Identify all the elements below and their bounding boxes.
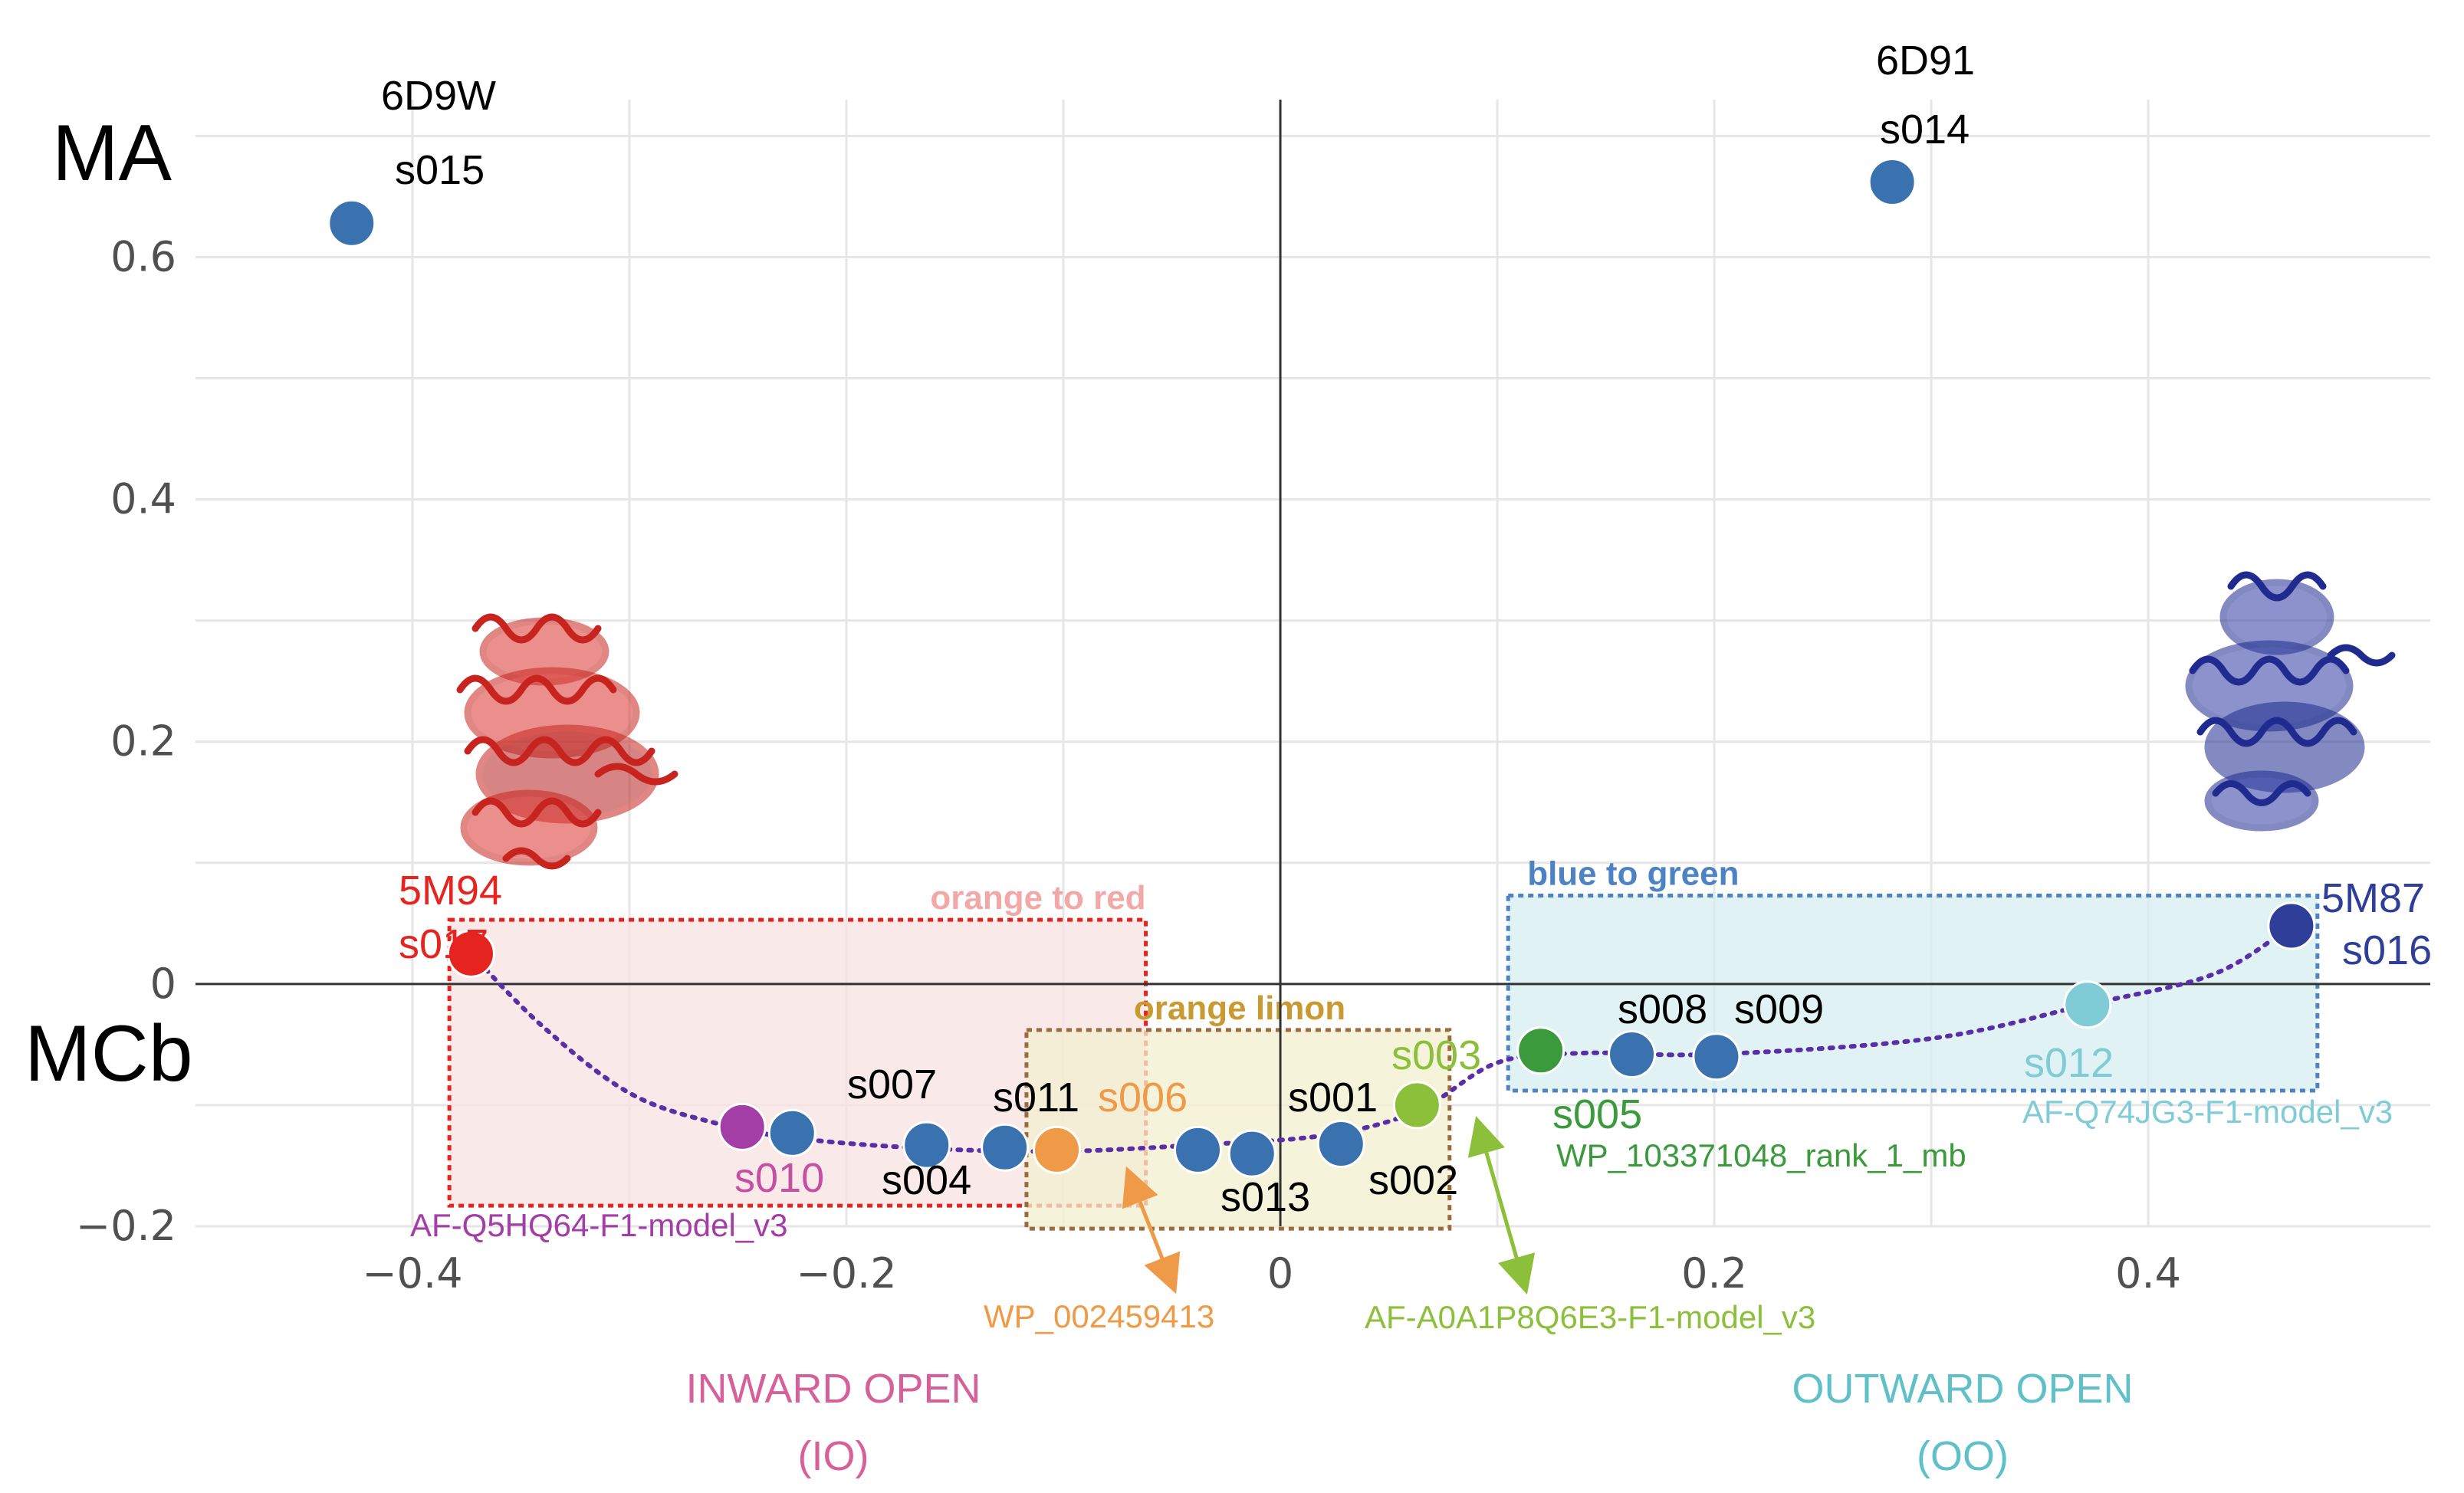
data-point-s006[interactable] <box>1033 1125 1082 1174</box>
phase-label-oo: (OO) <box>1917 1433 2009 1479</box>
annotation-wp-002459413: WP_002459413 <box>984 1298 1214 1334</box>
annotation-wp-103371048: WP_103371048_rank_1_mb <box>1556 1137 1966 1173</box>
point-label-s008: s008 <box>1618 986 1707 1032</box>
arrow-af-a0a1p8q6e3 <box>1467 1115 1536 1295</box>
y-tick-label: 0.4 <box>110 475 176 523</box>
y-tick-label: −0.2 <box>76 1202 176 1250</box>
data-point-s004[interactable] <box>902 1121 951 1170</box>
point-label-s002: s002 <box>1368 1157 1458 1203</box>
data-point-s005[interactable] <box>1516 1026 1565 1075</box>
x-tick-label: 0.4 <box>2115 1249 2181 1298</box>
region-label-1: orange limon <box>1134 989 1345 1027</box>
annotations: 6D9W 6D91 5M94 5M87 AF-Q5HQ64-F1-model_v… <box>381 38 2425 1335</box>
point-label-s005: s005 <box>1552 1091 1642 1137</box>
data-point-s013[interactable] <box>1174 1125 1223 1174</box>
data-point-s002[interactable] <box>1316 1120 1365 1169</box>
point-label-s014: s014 <box>1880 107 1970 153</box>
data-point-s017[interactable] <box>446 929 495 978</box>
phase-label-outward-open: OUTWARD OPEN <box>1792 1366 2134 1412</box>
data-points <box>327 157 2316 1178</box>
y-tick-label: 0.2 <box>110 717 176 766</box>
x-tick-label: 0 <box>1267 1249 1293 1298</box>
point-label-s001: s001 <box>1288 1075 1378 1121</box>
annotation-6d91: 6D91 <box>1876 38 1975 84</box>
data-point-s014[interactable] <box>1868 157 1917 206</box>
data-point-s003[interactable] <box>1392 1081 1441 1130</box>
region-box-1 <box>1024 1028 1452 1231</box>
phase-label-inward-open: INWARD OPEN <box>685 1366 981 1412</box>
point-label-s009: s009 <box>1734 986 1824 1032</box>
data-point-s008[interactable] <box>1608 1030 1657 1079</box>
annotation-af-a0a1p8q6e3: AF-A0A1P8Q6E3-F1-model_v3 <box>1365 1299 1815 1335</box>
data-point-s009[interactable] <box>1692 1032 1741 1081</box>
point-label-s006: s006 <box>1098 1075 1188 1121</box>
point-label-s004: s004 <box>882 1157 971 1203</box>
point-label-s016: s016 <box>2342 927 2432 973</box>
annotation-af-q74jg3: AF-Q74JG3-F1-model_v3 <box>2022 1094 2393 1130</box>
annotation-af-q5hq64: AF-Q5HQ64-F1-model_v3 <box>410 1207 788 1243</box>
x-tick-label: 0.2 <box>1681 1249 1747 1298</box>
annotation-5m87: 5M87 <box>2321 875 2425 921</box>
region-label-0: orange to red <box>930 879 1145 917</box>
x-axis-title-mcb: MCb <box>25 1009 193 1098</box>
point-label-s012: s012 <box>2024 1040 2114 1086</box>
x-tick-label: −0.2 <box>796 1249 896 1298</box>
data-point-s007[interactable] <box>767 1108 816 1157</box>
data-point-s016[interactable] <box>2267 901 2316 950</box>
data-point-s012[interactable] <box>2063 980 2112 1029</box>
point-label-s015: s015 <box>395 147 485 193</box>
region-label-2: blue to green <box>1527 855 1739 892</box>
y-axis-title-ma: MA <box>52 109 172 198</box>
inward-open-structure-image <box>456 613 678 870</box>
point-label-s007: s007 <box>847 1062 937 1107</box>
y-tick-label: 0 <box>150 960 176 1008</box>
point-label-s003: s003 <box>1391 1032 1481 1078</box>
annotation-5m94: 5M94 <box>399 868 502 914</box>
point-label-s017: s017 <box>399 921 488 967</box>
x-tick-label: −0.4 <box>362 1249 462 1298</box>
data-point-s011[interactable] <box>981 1123 1030 1172</box>
outward-open-structure-image <box>2185 571 2396 832</box>
y-tick-label: 0.6 <box>110 232 176 281</box>
point-labels: s015 s014 s017 s010 s007 s004 s011 s006 … <box>395 107 2432 1220</box>
point-label-s011: s011 <box>993 1075 1079 1121</box>
phase-label-io: (IO) <box>798 1433 869 1479</box>
axis-ticks: −0.4 −0.2 0 0.2 0.4 −0.2 0 0.2 0.4 0.6 <box>76 232 2181 1298</box>
data-point-s010[interactable] <box>718 1102 767 1151</box>
region-boxes: orange to red orange limon blue to green <box>447 855 2320 1231</box>
point-label-s010: s010 <box>734 1155 824 1201</box>
point-label-s013: s013 <box>1221 1174 1310 1220</box>
data-point-s001[interactable] <box>1227 1129 1276 1178</box>
annotation-6d9w: 6D9W <box>381 73 496 119</box>
data-point-s015[interactable] <box>327 199 376 248</box>
arrow-wp-002459413 <box>1122 1166 1181 1294</box>
